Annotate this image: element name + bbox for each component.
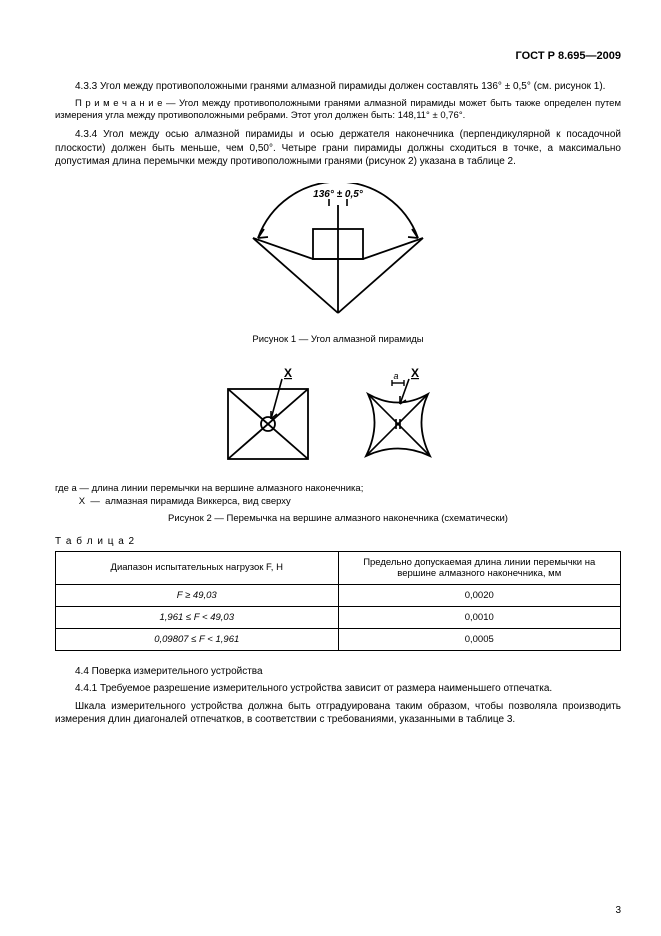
svg-text:a: a [393, 371, 398, 381]
page-number: 3 [615, 905, 621, 916]
table-row: F ≥ 49,03 0,0020 [56, 584, 621, 606]
table-2: Диапазон испытательных нагрузок F, Н Пре… [55, 551, 621, 651]
fig1-side-right [338, 238, 423, 313]
th-value: Предельно допускаемая длина линии перемы… [338, 551, 621, 584]
legend-x: Х — алмазная пирамида Виккерса, вид свер… [55, 496, 621, 507]
caption-1: Рисунок 1 — Угол алмазной пирамиды [55, 334, 621, 345]
para-4-4-1: 4.4.1 Требуемое разрешение измерительног… [55, 682, 621, 696]
svg-text:X: X [411, 366, 419, 380]
table-2-label: Т а б л и ц а 2 [55, 536, 621, 547]
svg-text:X: X [284, 366, 292, 380]
fig2-right: X a [366, 366, 430, 456]
figure-2: X X a [55, 359, 621, 479]
figure-1: 136° ± 0,5° [55, 183, 621, 328]
table-row: 1,961 ≤ F < 49,03 0,0010 [56, 606, 621, 628]
para-4-3-3: 4.3.3 Угол между противоположными граням… [55, 80, 621, 94]
fig1-angle-label: 136° ± 0,5° [313, 189, 364, 200]
fig2-left: X [228, 366, 308, 459]
note-angle: П р и м е ч а н и е — Угол между противо… [55, 98, 621, 123]
caption-2: Рисунок 2 — Перемычка на вершине алмазно… [55, 513, 621, 524]
para-4-3-4: 4.3.4 Угол между осью алмазной пирамиды … [55, 128, 621, 169]
para-4-4-scale: Шкала измерительного устройства должна б… [55, 700, 621, 727]
page-header: ГОСТ Р 8.695—2009 [55, 50, 621, 62]
legend-a: где а — длина линии перемычки на вершине… [55, 483, 621, 494]
table-row: 0,09807 ≤ F < 1,961 0,0005 [56, 628, 621, 650]
th-range: Диапазон испытательных нагрузок F, Н [56, 551, 339, 584]
fig1-side-left [253, 238, 338, 313]
para-4-4: 4.4 Поверка измерительного устройства [55, 665, 621, 679]
